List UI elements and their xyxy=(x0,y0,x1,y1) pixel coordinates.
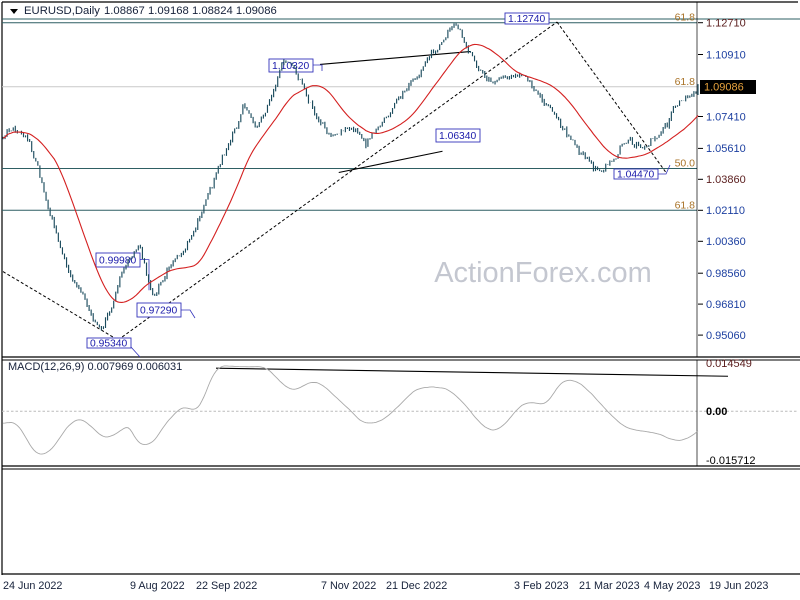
svg-text:1.07410: 1.07410 xyxy=(706,111,746,123)
svg-text:7 Nov 2022: 7 Nov 2022 xyxy=(321,580,376,592)
svg-text:0.95340: 0.95340 xyxy=(90,339,127,350)
svg-text:1.04470: 1.04470 xyxy=(617,170,654,181)
svg-text:EURUSD,Daily: EURUSD,Daily xyxy=(24,5,100,17)
svg-text:0.99980: 0.99980 xyxy=(99,256,136,267)
svg-text:0.97290: 0.97290 xyxy=(140,306,177,317)
svg-text:0.00: 0.00 xyxy=(706,406,727,418)
svg-text:1.12740: 1.12740 xyxy=(508,14,545,25)
svg-text:1.10320: 1.10320 xyxy=(272,61,309,72)
svg-text:61.8: 61.8 xyxy=(675,199,696,211)
svg-text:61.8: 61.8 xyxy=(675,76,696,88)
svg-text:22 Sep 2022: 22 Sep 2022 xyxy=(196,580,257,592)
svg-text:1.12710: 1.12710 xyxy=(706,18,746,30)
svg-text:1.06340: 1.06340 xyxy=(439,131,476,142)
svg-text:9 Aug 2022: 9 Aug 2022 xyxy=(130,580,185,592)
svg-text:1.09086: 1.09086 xyxy=(704,82,744,94)
svg-text:0.96810: 0.96810 xyxy=(706,299,746,311)
svg-text:19 Jun 2023: 19 Jun 2023 xyxy=(709,580,768,592)
svg-text:1.02110: 1.02110 xyxy=(706,205,745,217)
svg-text:50.0: 50.0 xyxy=(675,158,696,170)
svg-text:21 Mar 2023: 21 Mar 2023 xyxy=(579,580,640,592)
svg-text:ActionForex.com: ActionForex.com xyxy=(434,257,652,289)
svg-text:1.00360: 1.00360 xyxy=(706,236,746,248)
svg-text:-0.015712: -0.015712 xyxy=(706,455,756,467)
svg-text:24 Jun 2022: 24 Jun 2022 xyxy=(3,580,62,592)
svg-text:0.014549: 0.014549 xyxy=(706,358,752,370)
svg-text:1.03860: 1.03860 xyxy=(706,174,746,186)
svg-text:1.10910: 1.10910 xyxy=(706,49,746,61)
svg-text:MACD(12,26,9) 0.007969 0.00603: MACD(12,26,9) 0.007969 0.006031 xyxy=(8,361,182,373)
svg-text:3 Feb 2023: 3 Feb 2023 xyxy=(514,580,569,592)
svg-text:0.95060: 0.95060 xyxy=(706,330,746,342)
svg-text:61.8: 61.8 xyxy=(675,12,696,24)
svg-text:21 Dec 2022: 21 Dec 2022 xyxy=(386,580,447,592)
svg-text:4 May 2023: 4 May 2023 xyxy=(644,580,700,592)
svg-text:1.08867 1.09168 1.08824 1.0908: 1.08867 1.09168 1.08824 1.09086 xyxy=(104,5,277,17)
svg-text:1.05610: 1.05610 xyxy=(706,143,746,155)
svg-text:0.98560: 0.98560 xyxy=(706,268,746,280)
